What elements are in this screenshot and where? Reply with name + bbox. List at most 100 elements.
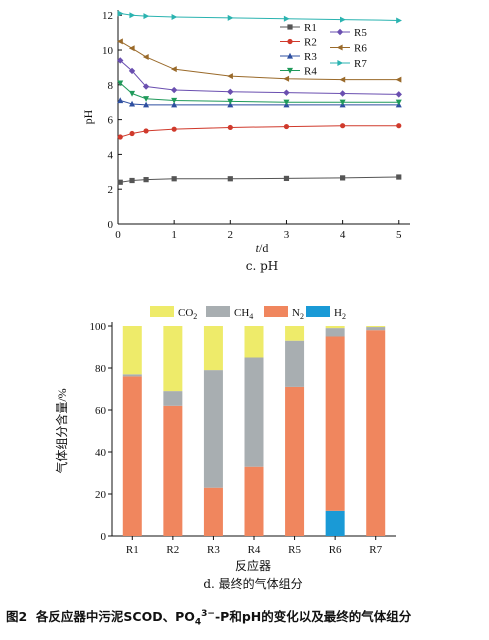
ph-point-r5: [142, 83, 150, 90]
gas-segment-n2: [366, 330, 386, 536]
ph-x-axis-label-unit: /d: [259, 241, 268, 255]
gas-segment-n2: [244, 466, 264, 536]
gas-segment-n2: [285, 386, 305, 536]
ph-x-tick-label: 4: [340, 229, 346, 241]
gas-segment-co2: [285, 326, 305, 341]
ph-point-r5: [117, 57, 124, 64]
ph-point-r6: [117, 38, 123, 45]
ph-point-r1: [396, 174, 402, 180]
gas-bar-r4: [244, 326, 264, 536]
figure-caption-superscript: 3−: [201, 608, 215, 619]
ph-point-r4: [129, 90, 136, 97]
gas-y-tick-label: 100: [90, 321, 107, 333]
ph-legend-item-r6: R6: [330, 43, 367, 55]
ph-point-r1: [117, 179, 123, 185]
ph-point-r4: [171, 97, 178, 104]
gas-tick-labels: 0 20 40 60 80 100 R1 R2 R3 R4 R5 R6 R7: [90, 321, 383, 556]
ph-legend-marker: [287, 24, 293, 30]
gas-segment-h2: [325, 510, 345, 536]
gas-segment-n2: [163, 405, 183, 536]
gas-y-tick-label: 40: [95, 447, 107, 459]
gas-legend-item-ch4: CH4: [206, 306, 253, 321]
ph-point-r2: [171, 126, 177, 132]
gas-legend-swatch: [150, 306, 174, 317]
ph-point-r2: [340, 123, 346, 129]
ph-point-r1: [227, 176, 233, 182]
ph-legend-marker: [336, 44, 343, 51]
ph-point-r4: [227, 98, 234, 105]
ph-point-r5: [339, 90, 346, 97]
figure-caption-text-a: 各反应器中污泥SCOD、PO: [35, 609, 195, 624]
gas-legend-item-n2: N2: [264, 306, 304, 321]
ph-series-r3: [117, 97, 402, 108]
ph-line-r5: [119, 60, 399, 95]
ph-line-r1: [120, 176, 399, 183]
ph-legend-item-r3: R3: [280, 51, 317, 63]
ph-legend-item-r5: R5: [330, 27, 367, 39]
ph-point-r7: [283, 15, 290, 22]
gas-segment-ch4: [325, 328, 345, 337]
gas-composition-bar-chart: CO2 CH4 N2 H2 0 20 40 60 80 100 R1 R2 R3 R4 R5 R6 R7 气体…: [54, 306, 396, 591]
gas-segment-ch4: [366, 327, 386, 331]
gas-x-tick-label: R3: [207, 544, 220, 556]
ph-point-r6: [339, 76, 346, 83]
figure-caption-subscript: 4: [194, 617, 202, 628]
figure-caption: 图2 各反应器中污泥SCOD、PO43−-P和pH的变化以及最终的气体组分: [6, 606, 486, 628]
gas-x-axis-label: 反应器: [235, 558, 271, 573]
ph-legend-item-r1: R1: [280, 22, 317, 34]
ph-x-tick-label: 1: [171, 229, 177, 241]
ph-legend-item-r2: R2: [280, 37, 317, 49]
ph-line-r7: [120, 12, 399, 21]
gas-x-tick-label: R5: [288, 544, 301, 556]
ph-point-r4: [395, 99, 402, 106]
ph-point-r7: [171, 13, 178, 20]
gas-bar-r1: [122, 326, 142, 536]
ph-point-r5: [128, 67, 136, 75]
ph-point-r2: [396, 123, 402, 129]
ph-x-tick-label: 0: [115, 229, 121, 241]
ph-legend-label: R7: [354, 58, 367, 70]
ph-legend-label: R1: [304, 22, 317, 34]
ph-line-r2: [120, 125, 399, 138]
gas-chart-caption: d. 最终的气体组分: [203, 576, 302, 591]
gas-x-tick-label: R1: [126, 544, 139, 556]
ph-point-r5: [283, 89, 290, 96]
gas-segment-co2: [163, 326, 183, 392]
gas-segment-co2: [203, 326, 223, 371]
ph-series-r1: [117, 174, 402, 185]
ph-y-tick-label: 12: [102, 10, 113, 22]
gas-y-tick-label: 60: [95, 405, 107, 417]
gas-legend-item-h2: H2: [306, 306, 346, 321]
gas-segment-n2: [122, 376, 142, 536]
gas-legend-label: CH4: [234, 307, 253, 321]
ph-point-r6: [283, 75, 290, 82]
ph-point-r4: [143, 96, 150, 102]
ph-line-r4: [119, 82, 399, 103]
ph-point-r4: [283, 99, 290, 106]
ph-chart-caption: c. pH: [246, 259, 279, 273]
gas-bar-r5: [285, 326, 305, 536]
ph-series-r7: [117, 10, 402, 24]
ph-point-r2: [283, 123, 290, 130]
ph-legend: R1 R2 R3 R4 R5 R6 R7: [280, 22, 367, 78]
gas-x-tick-label: R2: [166, 544, 179, 556]
ph-point-r7: [129, 12, 136, 19]
ph-x-tick-label: 5: [396, 229, 402, 241]
ph-axes: [117, 10, 410, 225]
ph-legend-marker: [287, 52, 293, 59]
ph-legend-label: R6: [354, 43, 367, 55]
ph-point-r7: [143, 13, 150, 20]
ph-point-r6: [128, 45, 135, 52]
ph-point-r2: [227, 124, 233, 131]
ph-point-r1: [171, 176, 177, 182]
gas-x-tick-label: R4: [248, 544, 261, 556]
ph-point-r2: [117, 134, 123, 140]
ph-x-tick-label: 3: [284, 229, 290, 241]
gas-segment-ch4: [285, 340, 305, 387]
gas-bars: [122, 326, 386, 536]
gas-segment-co2: [122, 326, 142, 375]
ph-legend-marker: [287, 38, 293, 45]
gas-y-tick-label: 0: [101, 531, 107, 543]
